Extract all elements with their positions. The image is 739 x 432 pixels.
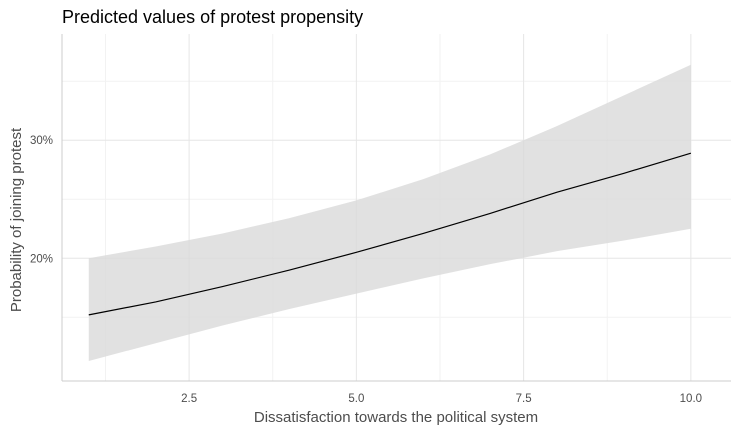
y-tick-labels: 20% 30% (30, 135, 53, 265)
y-tick-label: 30% (30, 135, 53, 147)
line-layer (88, 152, 692, 316)
x-axis-label: Dissatisfaction towards the political sy… (254, 409, 538, 426)
x-tick-labels: 2.5 5.0 7.5 10.0 (181, 393, 702, 405)
ribbon-layer (88, 64, 691, 361)
y-tick-label: 20% (30, 253, 53, 265)
predicted-line (88, 152, 692, 316)
x-tick-label: 7.5 (516, 393, 532, 405)
x-tick-label: 2.5 (181, 393, 197, 405)
x-tick-label: 5.0 (348, 393, 364, 405)
confidence-ribbon (88, 64, 691, 361)
y-axis-label: Probability of joining protest (8, 127, 25, 312)
chart-title: Predicted values of protest propensity (62, 7, 363, 27)
x-tick-label: 10.0 (680, 393, 702, 405)
